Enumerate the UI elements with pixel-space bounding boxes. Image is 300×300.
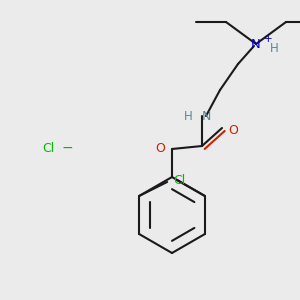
Text: +: + — [264, 34, 273, 44]
Text: N: N — [202, 110, 211, 122]
Text: O: O — [228, 124, 238, 136]
Text: H: H — [184, 110, 193, 122]
Text: H: H — [270, 41, 279, 55]
Text: Cl: Cl — [173, 173, 185, 187]
Text: −: − — [62, 141, 74, 155]
Text: O: O — [155, 142, 165, 155]
Text: Cl: Cl — [42, 142, 54, 154]
Text: N: N — [251, 38, 261, 50]
